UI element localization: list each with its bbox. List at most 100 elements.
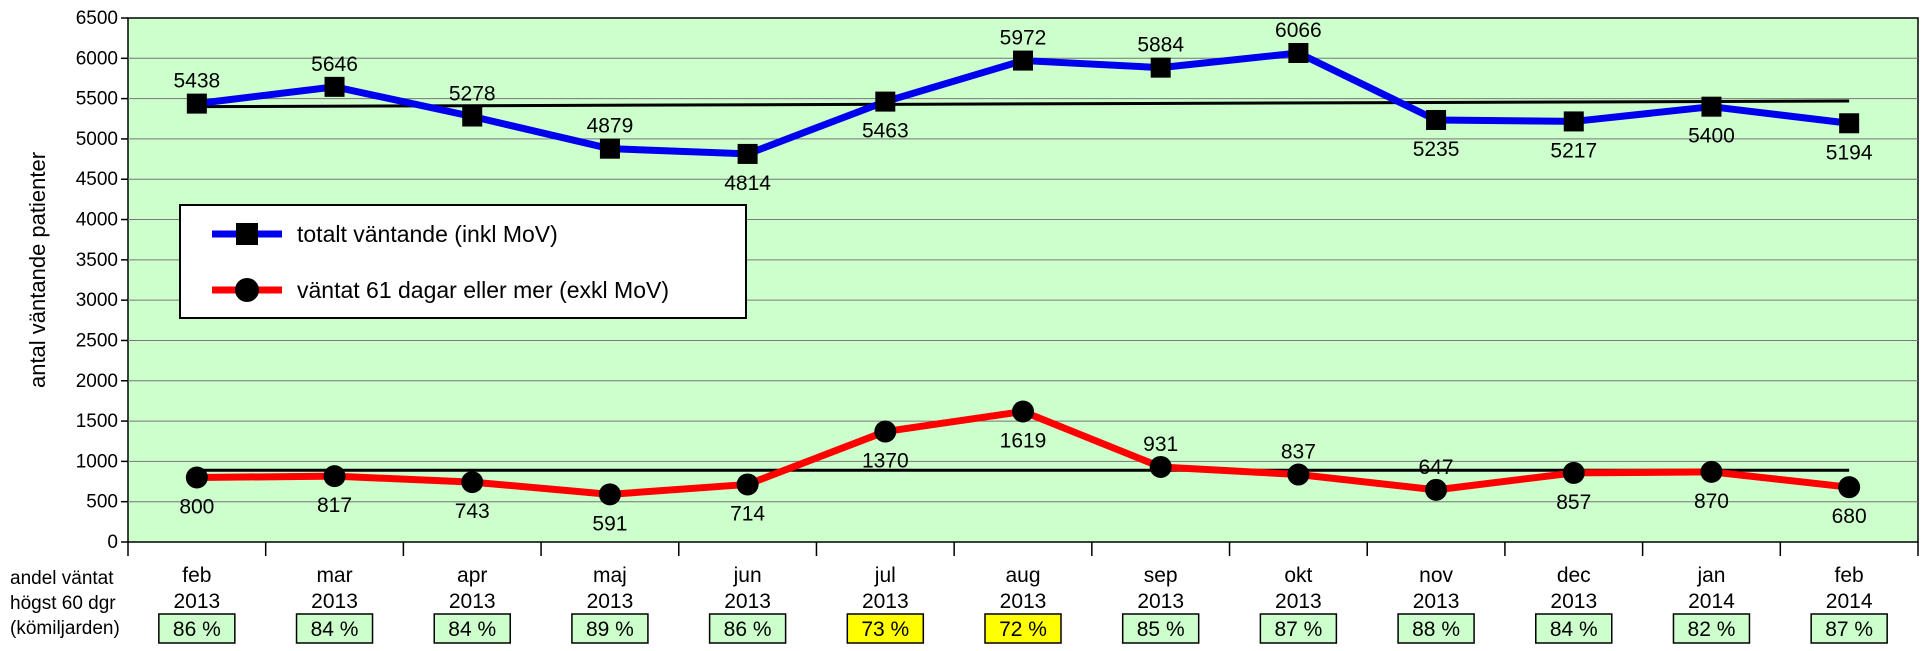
x-tick-label-month: jun [733, 564, 762, 587]
data-label: 647 [1419, 456, 1454, 479]
x-tick-label-year: 2013 [1137, 590, 1184, 613]
x-tick-label-month: mar [316, 564, 352, 587]
percent-cell [571, 613, 649, 644]
percent-cell [295, 613, 374, 644]
x-tick-label-year: 2013 [862, 590, 909, 613]
y-tick-label: 2000 [76, 371, 118, 392]
x-tick-label-year: 2013 [1550, 590, 1597, 613]
x-tick-label-month: maj [593, 564, 627, 587]
x-tick-label-year: 2013 [587, 590, 634, 613]
x-tick-label-month: jul [874, 564, 896, 587]
y-tick-label: 5000 [76, 129, 118, 150]
percent-value: 87 % [1274, 618, 1322, 641]
data-label: 931 [1143, 433, 1178, 456]
data-label: 5194 [1826, 141, 1873, 164]
percent-cell [708, 613, 787, 644]
row-label: högst 60 dgr [10, 593, 116, 614]
percent-cell [1535, 613, 1613, 644]
percent-cell [158, 613, 236, 644]
y-tick-label: 2500 [76, 330, 118, 351]
trend-line [196, 99, 1850, 109]
data-label: 5235 [1413, 138, 1460, 161]
x-tick-label-month: apr [457, 564, 487, 587]
percent-cell [846, 613, 925, 644]
data-label: 680 [1832, 505, 1867, 528]
x-tick-label-month: dec [1557, 564, 1591, 587]
y-tick-label: 6000 [76, 48, 118, 69]
data-label: 857 [1556, 491, 1591, 514]
percent-cell [1121, 613, 1200, 644]
data-point-circle [1562, 461, 1585, 484]
data-label: 5278 [449, 83, 496, 106]
y-tick-label: 0 [107, 532, 118, 553]
data-label: 591 [592, 512, 627, 535]
percent-value: 86 % [724, 618, 772, 641]
x-tick-label-year: 2013 [1413, 590, 1460, 613]
percent-cell [1672, 613, 1751, 644]
y-tick-label: 500 [86, 492, 118, 513]
series-lines [185, 42, 1861, 506]
percent-value: 85 % [1137, 618, 1185, 641]
data-point-circle [1012, 400, 1034, 423]
data-label: 5463 [862, 120, 909, 143]
data-point-circle [598, 483, 621, 506]
percent-value: 84 % [311, 618, 359, 641]
x-tick-label-year: 2013 [1275, 590, 1322, 613]
legend-marker-square [236, 223, 258, 245]
data-point-square [875, 91, 896, 112]
data-label: 5884 [1137, 34, 1184, 57]
data-label: 4879 [587, 115, 634, 138]
percent-value: 72 % [999, 618, 1047, 641]
data-point-circle [1149, 455, 1172, 478]
data-label: 800 [179, 496, 214, 519]
data-label: 5646 [311, 53, 358, 76]
data-point-square [186, 93, 207, 114]
x-tick-label-month: aug [1005, 564, 1040, 587]
x-tick-label-month: okt [1284, 564, 1312, 587]
data-point-square [737, 143, 758, 164]
percent-value: 86 % [173, 618, 221, 641]
y-axis-label: antal väntande patienter [25, 152, 50, 388]
x-tick-label-month: feb [1835, 564, 1864, 587]
data-point-circle [1700, 460, 1723, 483]
data-point-square [1150, 57, 1171, 78]
data-point-square [1426, 109, 1447, 130]
data-point-square [1288, 42, 1309, 63]
x-tick-label-month: feb [182, 564, 211, 587]
data-point-circle [874, 420, 897, 443]
data-point-square [1701, 96, 1722, 117]
x-tick-label-year: 2014 [1688, 590, 1735, 613]
y-tick-label: 4000 [76, 210, 118, 231]
data-point-circle [323, 465, 346, 488]
x-axis: feb 2013 mar 2013 apr 2013 maj 2013 jun 2013 jul 20… [127, 542, 1919, 613]
data-label: 743 [455, 500, 490, 523]
percent-cell [1397, 613, 1475, 644]
y-tick-label: 3000 [76, 290, 118, 311]
data-label: 817 [317, 494, 352, 517]
data-label: 5400 [1688, 125, 1735, 148]
data-point-circle [736, 473, 759, 496]
x-tick-label-month: sep [1144, 564, 1178, 587]
grid-lines [128, 57, 1918, 503]
percent-cell [433, 613, 511, 644]
data-point-square [1563, 111, 1584, 132]
y-axis: 0 500 1000 1500 2000 2500 3000 3500 4000 4500 5000… [76, 8, 128, 553]
x-tick-label-year: 2013 [1000, 590, 1047, 613]
bottom-percent-table: andel väntat högst 60 dgr (kömiljarden) 86 … [10, 568, 1888, 644]
x-tick-label-year: 2013 [173, 590, 220, 613]
y-tick-label: 3500 [76, 250, 118, 271]
data-point-square [1013, 50, 1033, 71]
legend-label: väntat 61 dagar eller mer (exkl MoV) [297, 277, 669, 303]
data-label: 4814 [724, 172, 771, 195]
data-point-circle [1287, 463, 1310, 486]
y-tick-label: 6500 [76, 8, 118, 29]
data-label: 1370 [862, 450, 909, 473]
data-label: 5438 [173, 70, 220, 93]
row-label: (kömiljarden) [10, 618, 120, 639]
data-label: 1619 [1000, 429, 1047, 452]
percent-cell [984, 613, 1062, 644]
data-point-circle [1838, 476, 1861, 499]
y-tick-label: 5500 [76, 89, 118, 110]
data-label: 5972 [1000, 27, 1047, 50]
